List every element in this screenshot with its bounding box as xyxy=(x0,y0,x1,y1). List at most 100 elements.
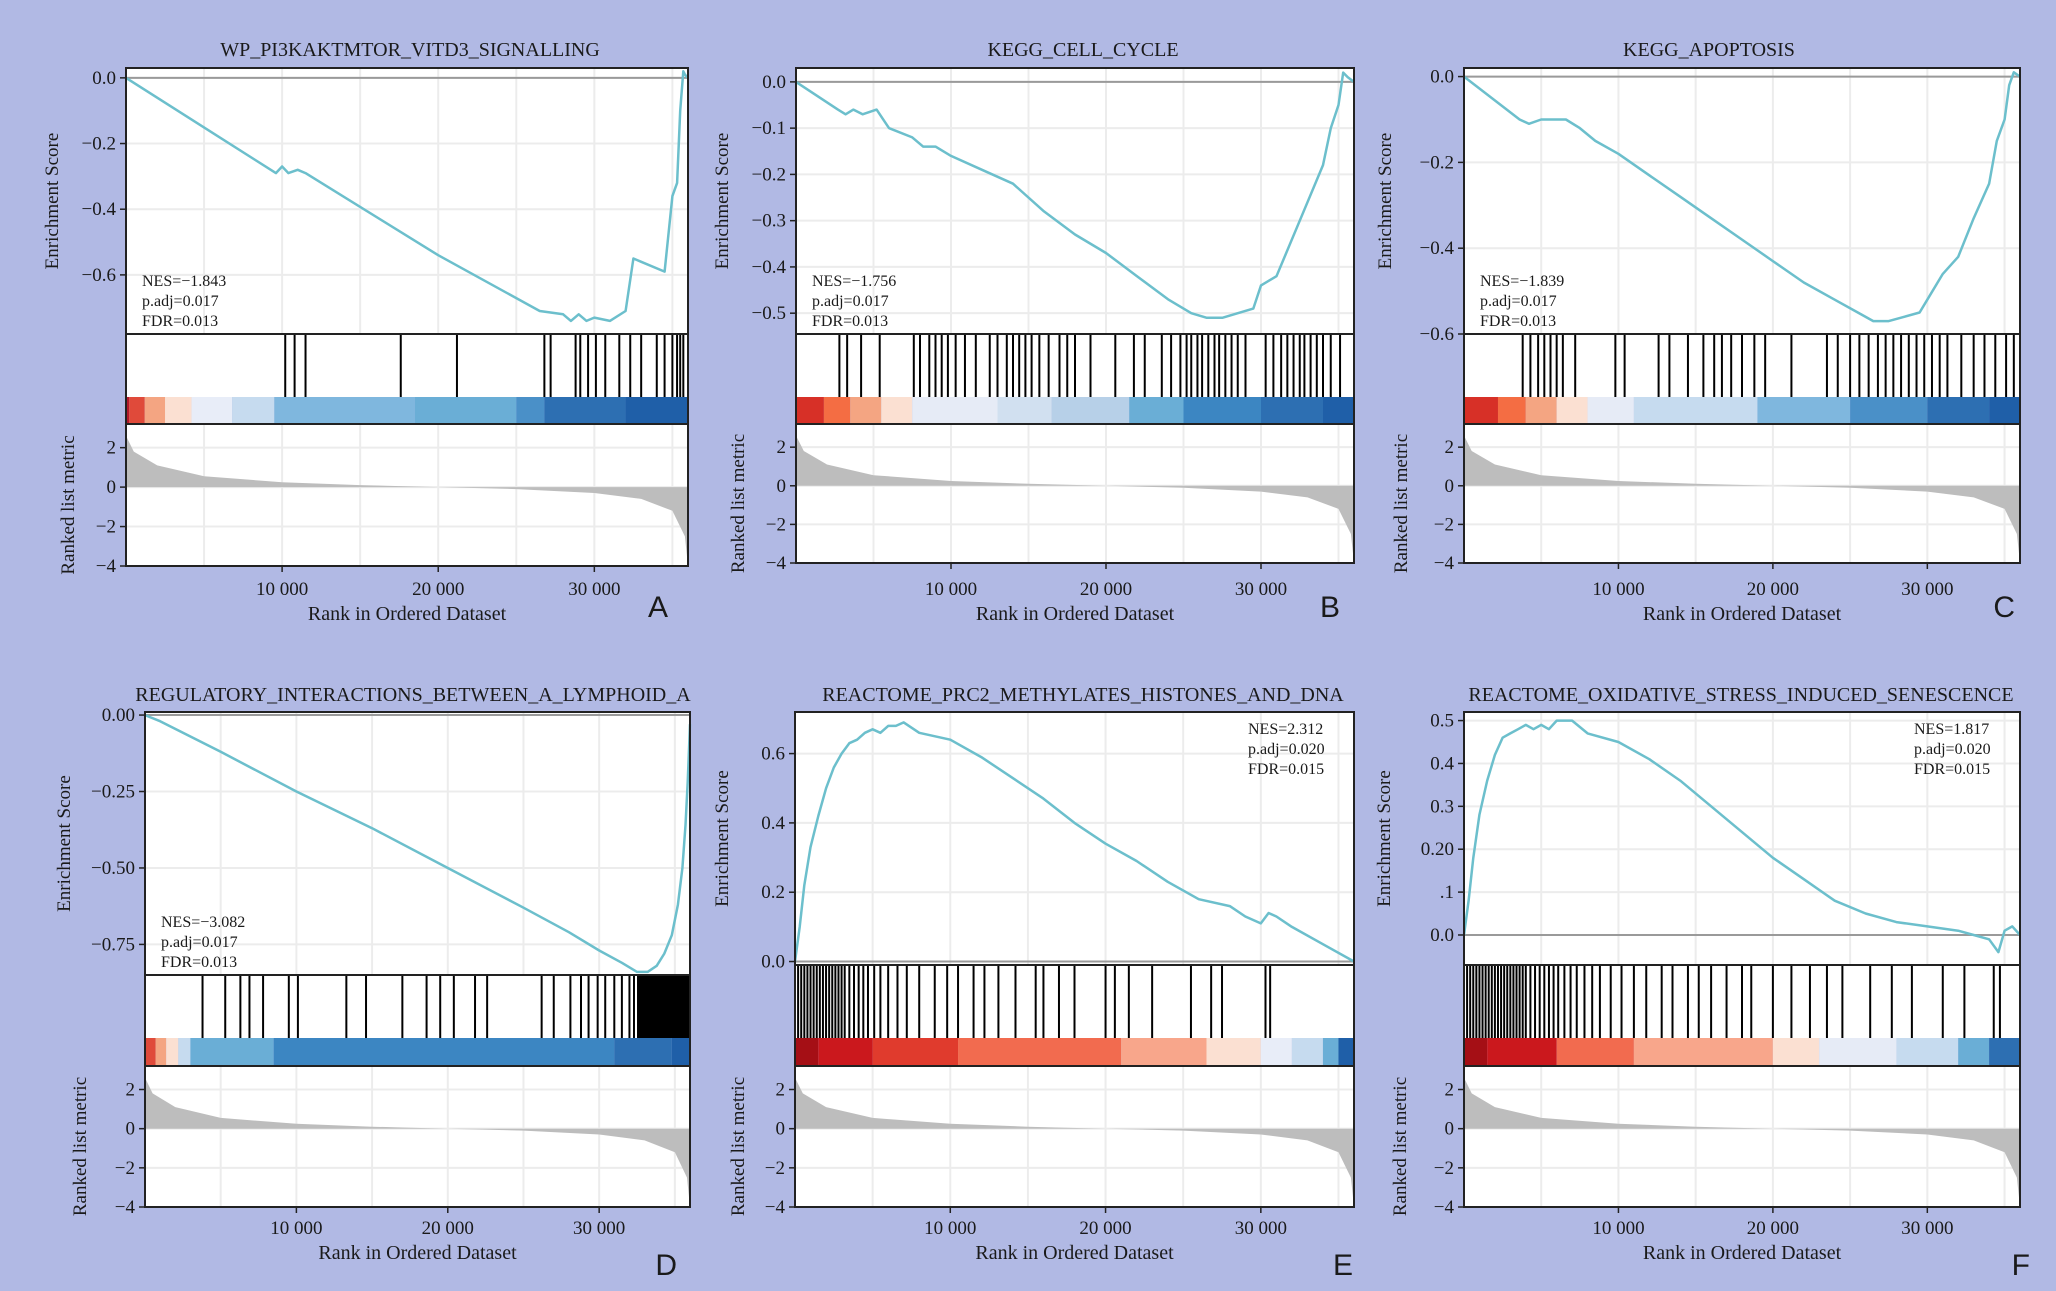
enrichment-score-curve xyxy=(1462,719,2021,954)
es-y-tick-label: 0.0 xyxy=(762,72,786,93)
metric-y-tick-label: −4 xyxy=(1434,1197,1455,1218)
stats-line: p.adj=0.017 xyxy=(1480,293,1557,310)
gsea-panel-a: WP_PI3KAKTMTOR_VITD3_SIGNALLING 0.0 −0.2 −0… xyxy=(42,39,689,625)
metric-y-tick-label: 0 xyxy=(107,477,117,498)
x-tick-label: 20 000 xyxy=(1079,1218,1131,1239)
metric-plot-area xyxy=(1464,1066,2020,1207)
rank-heat-band xyxy=(671,1038,690,1066)
rank-heat-band xyxy=(1291,1038,1323,1066)
rank-heat-band xyxy=(144,397,166,424)
rank-heat-band xyxy=(232,397,275,424)
rank-heat-band xyxy=(166,1038,179,1066)
chart-title: KEGG_APOPTOSIS xyxy=(1623,39,1795,61)
es-y-axis-label: Enrichment Score xyxy=(42,133,63,270)
es-y-tick-label: −0.2 xyxy=(752,164,786,185)
rank-heat-band xyxy=(1464,397,1498,424)
panel-letter: A xyxy=(648,591,668,624)
chart-title: WP_PI3KAKTMTOR_VITD3_SIGNALLING xyxy=(220,39,600,61)
x-tick-label: 30 000 xyxy=(568,579,620,600)
es-y-tick-label: −0.4 xyxy=(752,257,787,278)
rank-heat-band xyxy=(1322,1038,1339,1066)
rank-heat-band xyxy=(1958,1038,1990,1066)
hit-track-area xyxy=(145,975,690,1038)
metric-y-tick-label: 0 xyxy=(126,1119,136,1140)
stats-line: NES=−1.756 xyxy=(812,273,896,290)
stats-line: FDR=0.013 xyxy=(142,313,218,330)
metric-y-axis-label: Ranked list metric xyxy=(70,1077,91,1216)
metric-y-tick-label: −4 xyxy=(1434,553,1455,574)
es-y-tick-label: −0.25 xyxy=(91,782,135,803)
x-axis-label: Rank in Ordered Dataset xyxy=(976,603,1175,625)
es-y-tick-label: 0.0 xyxy=(761,952,785,973)
es-y-tick-label: 0.6 xyxy=(761,744,785,765)
rank-heat-band xyxy=(145,1038,156,1066)
es-y-tick-label: 0.2 xyxy=(761,882,785,903)
metric-y-axis-label: Ranked list metric xyxy=(58,435,79,574)
es-y-tick-label: 0.20 xyxy=(1421,839,1454,860)
es-y-tick-label: −0.2 xyxy=(1420,152,1454,173)
rank-heat-band xyxy=(1323,397,1354,424)
stats-line: FDR=0.013 xyxy=(812,313,888,330)
stats-line: FDR=0.015 xyxy=(1248,761,1324,778)
rank-heat-band xyxy=(126,397,130,424)
rank-heat-band xyxy=(516,397,545,424)
stats-line: FDR=0.015 xyxy=(1914,761,1990,778)
stats-line: p.adj=0.020 xyxy=(1914,741,1991,758)
x-tick-label: 10 000 xyxy=(1592,579,1644,600)
es-y-tick-label: −0.3 xyxy=(752,211,786,232)
panel-letter: B xyxy=(1320,591,1340,624)
rank-heat-band xyxy=(165,397,192,424)
stats-line: FDR=0.013 xyxy=(1480,313,1556,330)
metric-plot-frame xyxy=(795,423,1355,564)
metric-y-tick-label: 0 xyxy=(777,476,787,497)
metric-y-tick-label: 2 xyxy=(777,437,787,458)
metric-plot-area xyxy=(145,1066,690,1207)
rank-heat-band xyxy=(1487,1038,1557,1066)
chart-title: REGULATORY_INTERACTIONS_BETWEEN_A_LYMPHO… xyxy=(135,684,691,706)
metric-y-tick-label: −4 xyxy=(765,1197,786,1218)
rank-heat-band xyxy=(1633,1038,1773,1066)
rank-heat-band xyxy=(881,397,913,424)
es-y-tick-label: −0.75 xyxy=(91,934,135,955)
chart-title: KEGG_CELL_CYCLE xyxy=(987,39,1178,61)
rank-heat-band xyxy=(274,397,415,424)
stats-line: NES=−3.082 xyxy=(161,914,245,931)
x-tick-label: 20 000 xyxy=(422,1218,474,1239)
metric-plot-area xyxy=(796,424,1354,563)
rank-heat-band xyxy=(1850,397,1928,424)
gene-hit-block xyxy=(637,975,690,1038)
x-tick-label: 30 000 xyxy=(1235,1218,1287,1239)
rank-heat-band xyxy=(796,397,824,424)
rank-heat-band xyxy=(1556,1038,1634,1066)
metric-plot-area xyxy=(1464,424,2020,563)
gsea-panel-b: KEGG_CELL_CYCLE0.0−0.1−0.2−0.3−0.4−0.520… xyxy=(712,39,1355,625)
metric-y-tick-label: −4 xyxy=(115,1197,136,1218)
x-axis-label: Rank in Ordered Dataset xyxy=(318,1242,517,1264)
enrichment-score-curve xyxy=(1463,71,2021,323)
metric-y-tick-label: −2 xyxy=(766,514,786,535)
x-tick-label: 10 000 xyxy=(1592,1218,1644,1239)
enrichment-score-curve xyxy=(144,713,692,974)
es-y-tick-label: −0.6 xyxy=(82,265,116,286)
x-tick-label: 10 000 xyxy=(925,579,977,600)
rank-heat-band xyxy=(155,1038,167,1066)
metric-y-tick-label: 2 xyxy=(107,438,117,459)
x-axis-label: Rank in Ordered Dataset xyxy=(1643,603,1842,625)
rank-heat-band xyxy=(190,1038,274,1066)
rank-heat-band xyxy=(129,397,145,424)
x-tick-label: 30 000 xyxy=(1901,1218,1953,1239)
rank-heat-band xyxy=(1183,397,1261,424)
metric-y-tick-label: −4 xyxy=(766,553,787,574)
stats-line: p.adj=0.017 xyxy=(142,293,219,310)
es-y-tick-label: −0.6 xyxy=(1420,324,1454,345)
metric-plot-frame xyxy=(125,423,689,567)
metric-y-axis-label: Ranked list metric xyxy=(728,434,749,573)
metric-y-tick-label: 2 xyxy=(1445,1080,1455,1101)
es-y-axis-label: Enrichment Score xyxy=(1375,133,1396,270)
rank-heat-band xyxy=(850,397,882,424)
enrichment-score-curve xyxy=(793,721,1355,963)
metric-plot-area xyxy=(126,424,688,566)
metric-y-tick-label: 2 xyxy=(776,1080,786,1101)
rank-heat-band xyxy=(1757,397,1851,424)
